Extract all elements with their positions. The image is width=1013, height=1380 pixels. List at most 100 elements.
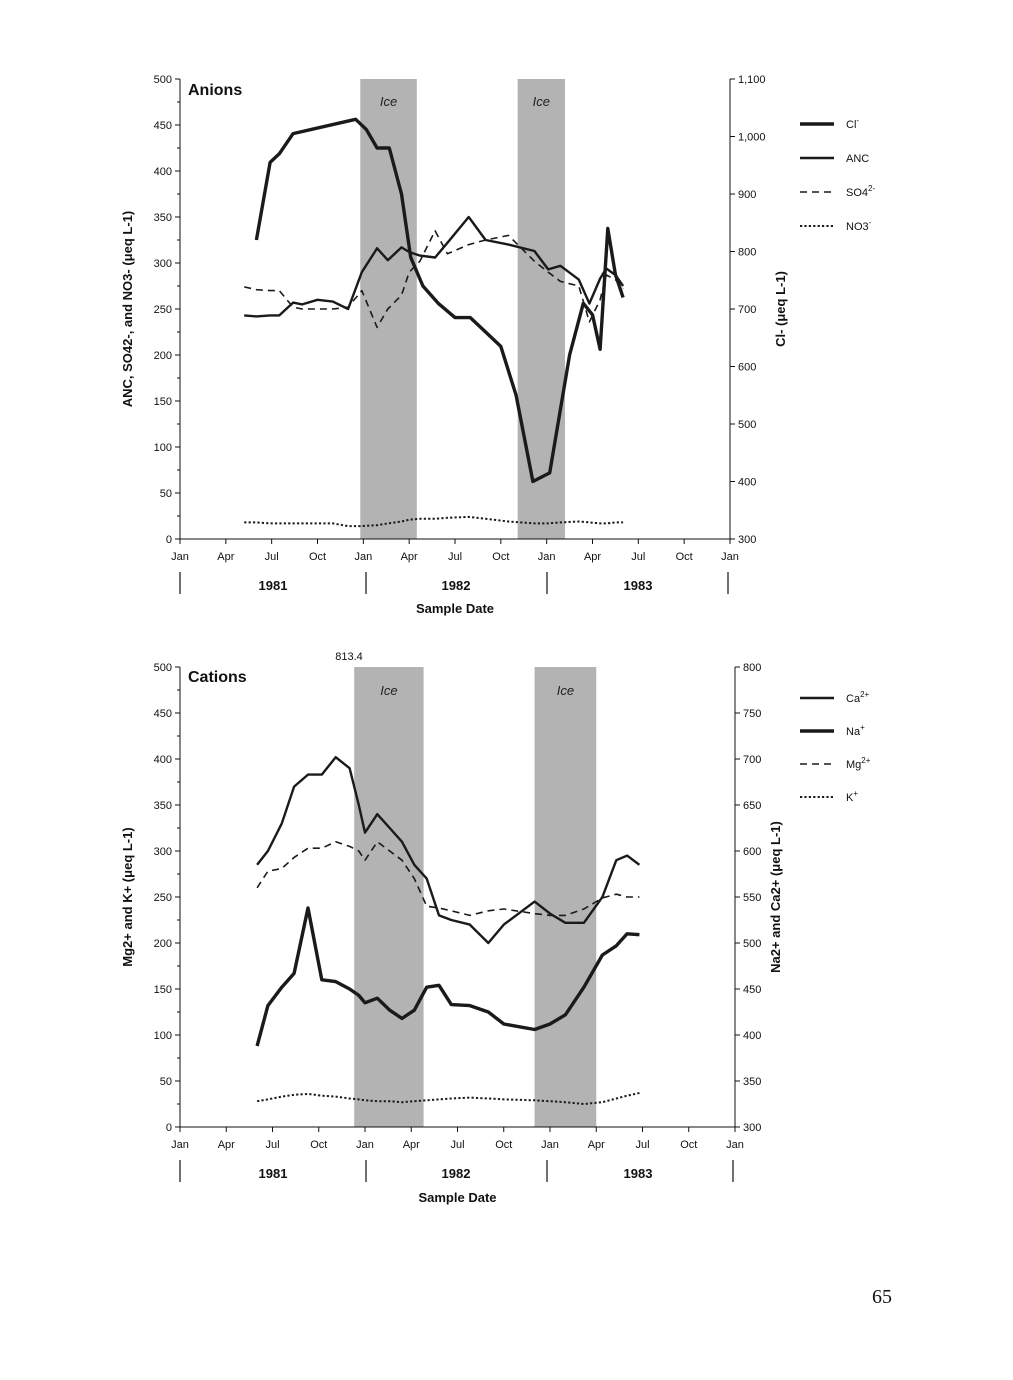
y-right-tick-label: 900 xyxy=(738,189,756,201)
legend-name: ANC xyxy=(846,153,869,165)
y-right-tick-label: 300 xyxy=(743,1122,761,1134)
x-tick-label: Jan xyxy=(721,551,739,563)
y-right-tick-label: 600 xyxy=(738,362,756,374)
y-right-tick-label: 1,000 xyxy=(738,132,766,144)
year-label: 1981 xyxy=(259,578,288,593)
legend-label-cl: Cl- xyxy=(846,116,859,131)
x-tick-label: Jan xyxy=(171,551,189,563)
legend-name: Ca xyxy=(846,693,861,705)
x-tick-label: Jul xyxy=(450,1139,464,1151)
y-right-tick-label: 750 xyxy=(743,708,761,720)
y-right-tick-label: 600 xyxy=(743,846,761,858)
year-label: 1983 xyxy=(624,1166,653,1181)
ice-label: Ice xyxy=(533,94,550,109)
year-label: 1981 xyxy=(259,1166,288,1181)
year-label: 1983 xyxy=(624,578,653,593)
y-axis-title-right: Na2+ and Ca2+ (μeq L-1) xyxy=(768,821,783,973)
value-annotation: 813.4 xyxy=(335,651,363,663)
x-tick-label: Apr xyxy=(584,551,601,563)
y-right-tick-label: 350 xyxy=(743,1076,761,1088)
x-tick-label: Jan xyxy=(171,1139,189,1151)
legend-superscript: 2+ xyxy=(861,756,870,765)
legend-label-anc: ANC xyxy=(846,153,869,165)
y-left-tick-label: 200 xyxy=(154,938,172,950)
y-right-tick-label: 400 xyxy=(743,1030,761,1042)
legend-label-mg: Mg2+ xyxy=(846,756,871,771)
legend-name: Cl xyxy=(846,119,856,131)
y-left-tick-label: 400 xyxy=(154,754,172,766)
legend-name: SO4 xyxy=(846,187,868,199)
x-tick-label: Jul xyxy=(265,1139,279,1151)
x-tick-label: Oct xyxy=(309,551,326,563)
y-left-tick-label: 0 xyxy=(166,534,172,546)
y-left-tick-label: 300 xyxy=(154,846,172,858)
y-right-tick-label: 700 xyxy=(743,754,761,766)
y-left-tick-label: 350 xyxy=(154,800,172,812)
series-line-so4 xyxy=(244,230,624,329)
x-tick-label: Jan xyxy=(356,1139,374,1151)
year-label: 1982 xyxy=(442,578,471,593)
y-axis-title-left: Mg2+ and K+ (μeq L-1) xyxy=(120,827,135,966)
panel-anions: Ice Ice 0 50 100 150 200 250 300 350 400 450 500 300 4… xyxy=(120,74,875,616)
y-right-tick-label: 300 xyxy=(738,534,756,546)
legend-superscript: + xyxy=(860,723,865,732)
x-tick-label: Jan xyxy=(541,1139,559,1151)
y-right-tick-label: 700 xyxy=(738,304,756,316)
legend-superscript: - xyxy=(869,218,872,227)
y-left-tick-label: 150 xyxy=(154,396,172,408)
legend-label-k: K+ xyxy=(846,789,858,804)
y-left-tick-label: 50 xyxy=(160,488,172,500)
panel-title: Anions xyxy=(188,82,242,99)
panel-cations: Ice Ice 0 50 100 150 200 250 300 350 400 450 500 300 3… xyxy=(120,651,871,1205)
legend-superscript: 2+ xyxy=(860,690,869,699)
y-left-tick-label: 0 xyxy=(166,1122,172,1134)
y-right-tick-label: 800 xyxy=(738,247,756,259)
ice-label: Ice xyxy=(380,94,397,109)
legend-label-na: Na+ xyxy=(846,723,865,738)
x-tick-label: Apr xyxy=(401,551,418,563)
x-tick-label: Jul xyxy=(265,551,279,563)
x-tick-label: Jan xyxy=(354,551,372,563)
x-tick-label: Jul xyxy=(448,551,462,563)
y-axis-title-right: Cl- (μeq L-1) xyxy=(773,271,788,347)
x-tick-label: Apr xyxy=(218,1139,235,1151)
y-left-tick-label: 400 xyxy=(154,166,172,178)
y-left-tick-label: 450 xyxy=(154,708,172,720)
y-left-tick-label: 100 xyxy=(154,442,172,454)
y-left-tick-label: 50 xyxy=(160,1076,172,1088)
series-line-ca xyxy=(256,756,641,945)
legend-superscript: + xyxy=(853,789,858,798)
series-line-cl xyxy=(254,117,625,484)
legend-name: K xyxy=(846,792,854,804)
x-tick-label: Apr xyxy=(403,1139,420,1151)
y-left-tick-label: 350 xyxy=(154,212,172,224)
ice-label: Ice xyxy=(380,683,397,698)
ice-band xyxy=(517,79,565,539)
legend-superscript: - xyxy=(856,116,859,125)
y-left-tick-label: 250 xyxy=(154,304,172,316)
x-tick-label: Jul xyxy=(631,551,645,563)
series-line-mg xyxy=(256,840,640,917)
ice-label: Ice xyxy=(557,683,574,698)
y-axis-title-left: ANC, SO42-, and NO3- (μeq L-1) xyxy=(120,211,135,407)
y-right-tick-label: 1,100 xyxy=(738,74,766,86)
legend-label-no3: NO3- xyxy=(846,218,872,233)
x-tick-label: Jul xyxy=(635,1139,649,1151)
x-tick-label: Oct xyxy=(492,551,509,563)
x-tick-label: Jan xyxy=(538,551,556,563)
ice-band xyxy=(534,667,597,1127)
legend-label-so4: SO42- xyxy=(846,184,875,199)
y-right-tick-label: 500 xyxy=(738,419,756,431)
y-right-tick-label: 450 xyxy=(743,984,761,996)
x-axis-title: Sample Date xyxy=(416,601,494,616)
ice-band xyxy=(354,667,424,1127)
x-tick-label: Apr xyxy=(588,1139,605,1151)
y-left-tick-label: 500 xyxy=(154,74,172,86)
x-tick-label: Oct xyxy=(495,1139,512,1151)
y-right-tick-label: 650 xyxy=(743,800,761,812)
series-line-na xyxy=(255,906,640,1047)
y-left-tick-label: 200 xyxy=(154,350,172,362)
series-line-k xyxy=(256,1092,640,1105)
y-right-tick-label: 400 xyxy=(738,477,756,489)
